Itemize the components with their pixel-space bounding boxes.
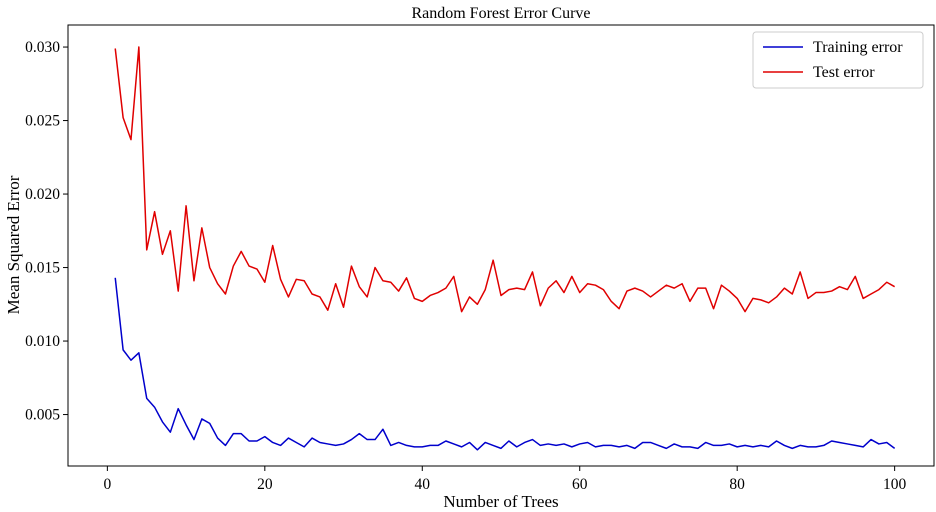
x-tick-label: 80	[729, 476, 745, 493]
y-axis-label: Mean Squared Error	[4, 175, 23, 314]
plot-area	[67, 24, 935, 467]
x-axis: 0 20 40 60 80 100	[103, 466, 907, 493]
y-tick-label: 0.005	[25, 407, 60, 424]
series-line-training-error	[114, 277, 896, 451]
legend-label-test-error: Test error	[813, 64, 875, 81]
y-tick-label: 0.020	[25, 186, 60, 203]
series-layer	[114, 46, 896, 451]
legend-items: Training error Test error	[763, 39, 903, 81]
series-line-test-error	[114, 46, 896, 313]
x-tick-label: 100	[883, 476, 907, 493]
plot-frame	[67, 24, 935, 467]
y-tick-label: 0.015	[25, 260, 60, 277]
legend: Training error Test error	[752, 31, 924, 89]
legend-label-training-error: Training error	[813, 39, 903, 56]
x-tick-label: 40	[415, 476, 431, 493]
y-tick-label: 0.025	[25, 113, 60, 130]
y-tick-label: 0.030	[25, 39, 60, 56]
legend-box	[752, 31, 924, 89]
x-tick-label: 20	[257, 476, 273, 493]
x-axis-label: Number of Trees	[443, 492, 558, 511]
x-tick-label: 60	[572, 476, 588, 493]
chart-title: Random Forest Error Curve	[411, 5, 590, 22]
x-tick-label: 0	[103, 476, 111, 493]
y-tick-label: 0.010	[25, 333, 60, 350]
y-axis: 0.005 0.010 0.015 0.020 0.025 0.030	[25, 39, 68, 424]
